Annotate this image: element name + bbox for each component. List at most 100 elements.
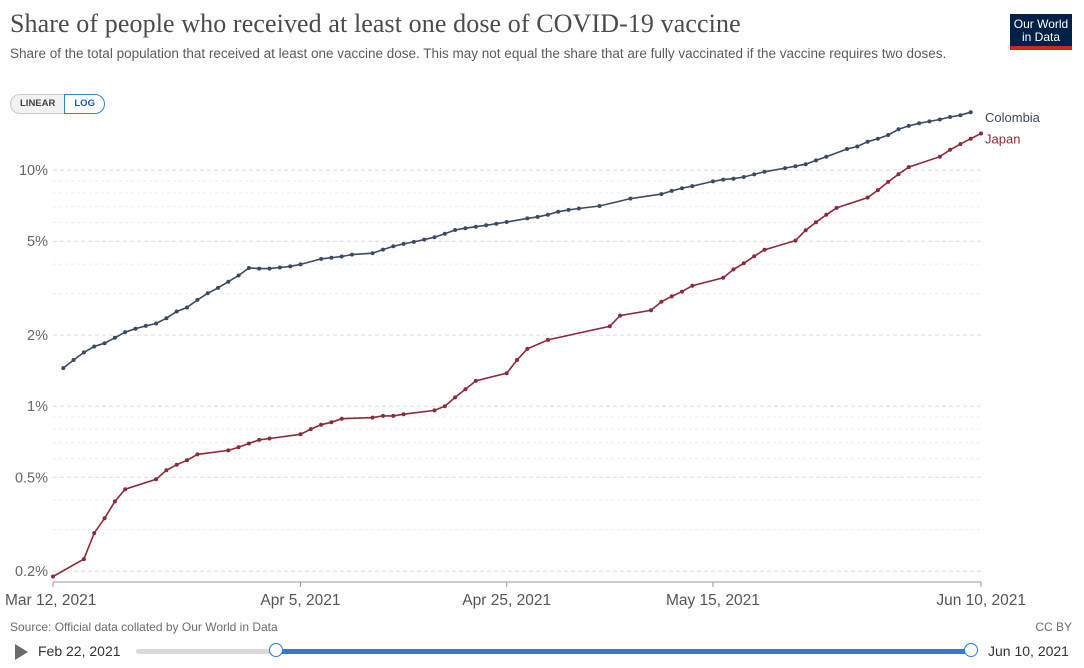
data-point-colombia[interactable] [576,206,581,211]
data-point-japan[interactable] [154,477,159,482]
data-point-colombia[interactable] [783,166,788,171]
data-point-japan[interactable] [226,448,231,453]
data-point-colombia[interactable] [92,344,97,349]
data-point-japan[interactable] [937,154,942,159]
data-point-colombia[interactable] [741,175,746,179]
data-point-japan[interactable] [370,415,375,420]
data-point-colombia[interactable] [659,192,664,197]
data-point-japan[interactable] [92,531,97,536]
data-point-japan[interactable] [308,427,313,432]
data-point-japan[interactable] [504,371,509,376]
data-point-colombia[interactable] [288,264,293,269]
timeline-end-handle[interactable] [964,643,978,657]
license-link[interactable]: CC BY [1035,620,1072,634]
data-point-colombia[interactable] [154,321,159,326]
data-point-japan[interactable] [731,267,736,272]
data-point-japan[interactable] [803,228,808,233]
data-point-colombia[interactable] [246,266,251,270]
data-point-japan[interactable] [473,378,478,383]
data-point-japan[interactable] [834,205,839,210]
data-point-japan[interactable] [814,220,818,225]
data-point-japan[interactable] [401,412,406,417]
data-point-colombia[interactable] [886,133,891,137]
data-point-japan[interactable] [339,416,344,421]
data-point-japan[interactable] [979,131,983,136]
data-point-japan[interactable] [319,422,324,427]
data-point-colombia[interactable] [205,291,210,296]
data-point-colombia[interactable] [814,158,818,163]
data-point-japan[interactable] [432,408,437,413]
data-point-japan[interactable] [174,462,179,467]
data-point-japan[interactable] [865,195,870,200]
data-point-colombia[interactable] [937,117,942,122]
data-point-colombia[interactable] [680,186,684,191]
data-point-colombia[interactable] [350,252,354,257]
timeline-start-handle[interactable] [269,643,284,657]
data-point-colombia[interactable] [411,239,416,244]
data-point-colombia[interactable] [473,224,478,229]
data-point-japan[interactable] [329,420,334,425]
data-point-colombia[interactable] [721,177,726,182]
owid-logo[interactable]: Our World in Data [1010,14,1072,50]
data-point-japan[interactable] [298,432,303,437]
data-point-colombia[interactable] [906,123,911,128]
data-point-colombia[interactable] [845,147,849,151]
data-point-japan[interactable] [246,441,251,446]
data-point-japan[interactable] [102,516,107,521]
data-point-colombia[interactable] [597,204,602,208]
data-point-colombia[interactable] [277,265,282,270]
series-line-colombia[interactable] [62,111,971,369]
data-point-colombia[interactable] [824,154,829,159]
data-point-colombia[interactable] [803,162,808,167]
data-point-colombia[interactable] [422,237,427,242]
data-point-japan[interactable] [896,172,901,177]
data-point-japan[interactable] [752,254,757,259]
data-point-colombia[interactable] [143,323,148,328]
data-point-japan[interactable] [381,413,385,418]
data-point-japan[interactable] [257,437,262,442]
data-point-colombia[interactable] [216,285,220,290]
data-point-colombia[interactable] [752,172,757,177]
data-point-colombia[interactable] [948,115,953,119]
data-point-colombia[interactable] [319,256,324,261]
data-point-japan[interactable] [793,238,798,243]
data-point-colombia[interactable] [917,121,922,126]
data-point-japan[interactable] [721,275,726,280]
data-point-colombia[interactable] [535,214,540,219]
data-point-colombia[interactable] [164,316,169,321]
data-point-japan[interactable] [824,212,829,217]
data-point-japan[interactable] [164,468,169,473]
data-point-japan[interactable] [886,179,891,184]
data-point-colombia[interactable] [71,358,76,362]
data-point-colombia[interactable] [463,226,468,231]
data-point-japan[interactable] [948,147,953,152]
data-point-colombia[interactable] [865,139,870,144]
data-point-colombia[interactable] [185,305,189,310]
data-point-japan[interactable] [659,299,664,304]
data-point-japan[interactable] [51,574,55,579]
data-point-japan[interactable] [195,452,200,457]
data-point-colombia[interactable] [855,144,860,149]
data-point-colombia[interactable] [123,330,128,335]
series-label-colombia[interactable]: Colombia [985,110,1041,125]
data-point-colombia[interactable] [370,251,375,256]
data-point-colombia[interactable] [257,266,262,271]
data-point-colombia[interactable] [61,366,66,371]
data-point-japan[interactable] [607,324,612,329]
data-point-colombia[interactable] [690,184,695,189]
data-point-colombia[interactable] [669,188,674,193]
data-point-colombia[interactable] [556,209,561,214]
data-point-colombia[interactable] [236,273,241,278]
data-point-colombia[interactable] [731,176,736,181]
data-point-colombia[interactable] [484,223,489,228]
data-point-japan[interactable] [906,165,911,170]
data-point-japan[interactable] [236,445,241,450]
data-point-colombia[interactable] [298,262,303,267]
data-point-japan[interactable] [649,308,653,313]
data-point-colombia[interactable] [968,110,973,115]
data-point-colombia[interactable] [391,244,396,249]
data-point-japan[interactable] [267,436,272,441]
data-point-colombia[interactable] [195,297,200,302]
linear-scale-button[interactable]: LINEAR [10,94,65,114]
source-note[interactable]: Source: Official data collated by Our Wo… [10,620,278,634]
